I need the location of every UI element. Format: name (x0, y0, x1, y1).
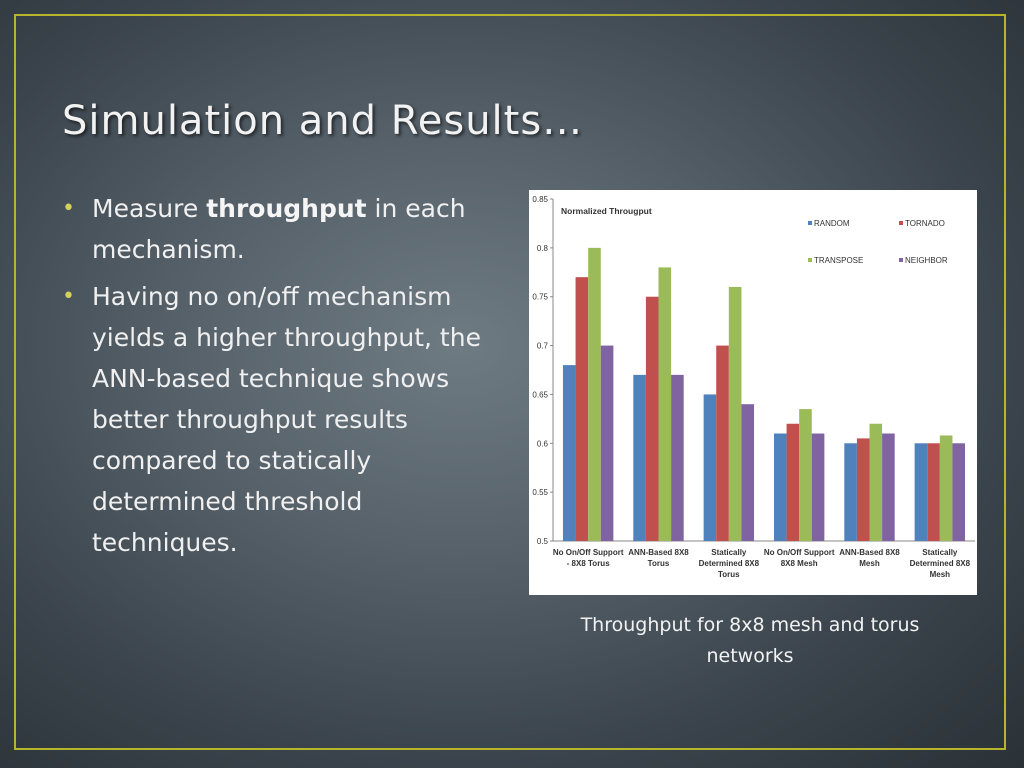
bar-random (773, 433, 787, 541)
x-tick-label: Mesh (859, 559, 880, 568)
bar-neighbor (882, 433, 895, 541)
y-tick-label: 0.6 (537, 439, 549, 448)
bullet-item-1: • Measure throughput in each mechanism. (62, 188, 502, 270)
legend-swatch (899, 258, 903, 262)
bar-neighbor (671, 374, 684, 541)
bar-random (703, 394, 717, 541)
x-tick-label: No On/Off Support (764, 548, 835, 557)
x-tick-label: - 8X8 Torus (567, 559, 611, 568)
legend-label: TORNADO (905, 219, 945, 228)
bar-tornado (786, 423, 800, 541)
bullet-list: • Measure throughput in each mechanism. … (62, 188, 502, 569)
x-tick-label: Statically (922, 548, 958, 557)
y-tick-label: 0.85 (532, 195, 548, 204)
y-tick-label: 0.7 (537, 342, 549, 351)
bar-neighbor (600, 345, 614, 541)
legend-label: TRANSPOSE (814, 256, 863, 265)
chart-container: 0.5 0.55 0.6 0.65 0.7 0.75 0.8 0.85 Normalized T… (529, 190, 977, 595)
bullet-icon: • (62, 284, 75, 309)
slide-title: Simulation and Results… (62, 98, 584, 144)
bar-transpose (799, 409, 812, 541)
x-tick-label: No On/Off Support (553, 548, 624, 557)
bullet-item-2: • Having no on/off mechanism yields a hi… (62, 276, 502, 563)
x-tick-label: 8X8 Mesh (781, 559, 818, 568)
bar-tornado (716, 345, 729, 541)
x-tick-label: Determined 8X8 (699, 559, 760, 568)
y-tick-label: 0.55 (532, 488, 548, 497)
legend-label: RANDOM (814, 219, 850, 228)
y-tick-label: 0.75 (532, 293, 548, 302)
x-tick-label: Determined 8X8 (910, 559, 971, 568)
bar-random (844, 443, 857, 541)
bar-neighbor (952, 443, 966, 541)
chart-title: Normalized Througput (561, 206, 652, 216)
bar-random (562, 365, 576, 541)
bar-neighbor (741, 404, 755, 541)
chart-caption: Throughput for 8x8 mesh and torus networ… (580, 614, 920, 667)
bar-random (914, 443, 928, 541)
y-tick-label: 0.8 (537, 244, 549, 253)
y-tick-label: 0.5 (537, 537, 549, 546)
x-tick-label: ANN-Based 8X8 (839, 548, 900, 557)
bullet-1-post: in each mechanism. (92, 194, 466, 264)
legend-swatch (808, 258, 812, 262)
bar-transpose (869, 423, 883, 541)
bar-tornado (645, 296, 659, 541)
bar-tornado (856, 438, 870, 541)
y-tick-label: 0.65 (532, 390, 548, 399)
throughput-chart: 0.5 0.55 0.6 0.65 0.7 0.75 0.8 0.85 Normalized T… (532, 195, 975, 579)
x-tick-label: Statically (711, 548, 747, 557)
bar-neighbor (811, 433, 825, 541)
legend-label: NEIGHBOR (905, 256, 948, 265)
bullet-2-text: Having no on/off mechanism yields a high… (92, 282, 481, 557)
bar-transpose (939, 435, 953, 541)
bar-transpose (728, 286, 742, 541)
legend-swatch (808, 221, 812, 225)
bar-random (633, 374, 646, 541)
bar-tornado (927, 443, 940, 541)
x-tick-label: Torus (648, 559, 670, 568)
bullet-1-pre: Measure (92, 194, 207, 223)
slide-border (14, 14, 1006, 750)
bullet-1-bold: throughput (206, 194, 367, 223)
bullet-icon: • (62, 196, 75, 221)
x-tick-label: ANN-Based 8X8 (628, 548, 689, 557)
x-tick-label: Mesh (930, 570, 951, 579)
bar-transpose (658, 267, 672, 541)
legend-swatch (899, 221, 903, 225)
x-tick-label: Torus (718, 570, 740, 579)
bar-transpose (588, 247, 601, 541)
bar-tornado (575, 277, 589, 541)
